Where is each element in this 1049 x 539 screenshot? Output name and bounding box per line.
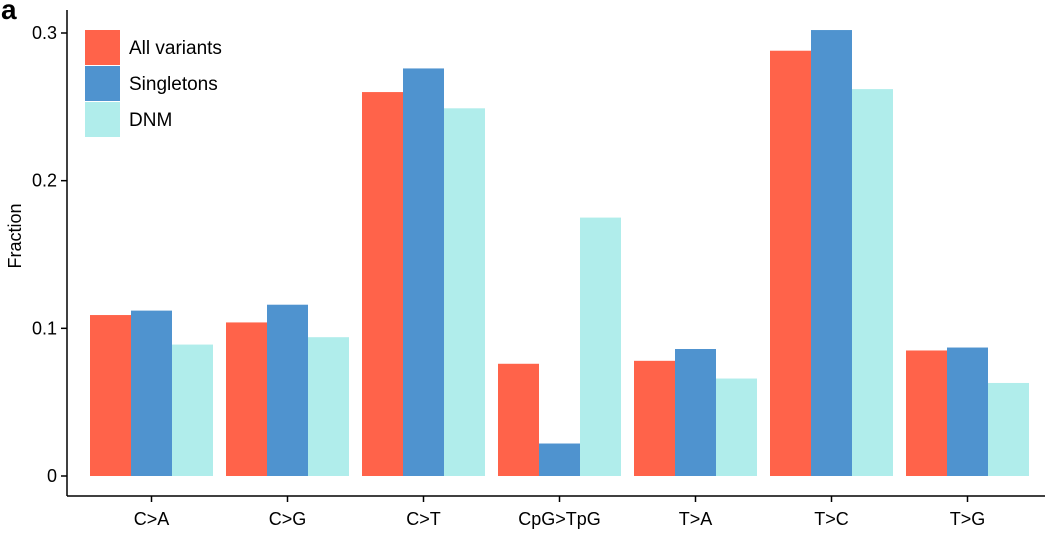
bar-all-variants-cpg-tpg bbox=[498, 363, 539, 476]
bar-singletons-c-t bbox=[403, 68, 444, 476]
bar-all-variants-c-g bbox=[226, 322, 267, 476]
legend-swatch bbox=[85, 66, 120, 101]
bar-singletons-c-a bbox=[131, 310, 172, 476]
bar-dnm-c-a bbox=[172, 344, 213, 476]
bar-all-variants-t-g bbox=[906, 350, 947, 476]
bar-dnm-c-g bbox=[308, 337, 349, 476]
bar-dnm-t-g bbox=[988, 382, 1029, 476]
x-tick-label: T>G bbox=[950, 509, 986, 529]
legend-swatch bbox=[85, 102, 120, 137]
bar-dnm-cpg-tpg bbox=[580, 217, 621, 477]
x-tick-label: C>T bbox=[406, 509, 441, 529]
y-axis-label: Fraction bbox=[5, 203, 25, 268]
bar-dnm-t-a bbox=[716, 378, 757, 476]
y-tick-label: 0 bbox=[47, 466, 57, 486]
x-tick-label: C>G bbox=[269, 509, 307, 529]
bar-singletons-t-a bbox=[675, 349, 716, 476]
y-tick-label: 0.1 bbox=[32, 318, 57, 338]
bar-singletons-c-g bbox=[267, 304, 308, 476]
x-tick-label: T>A bbox=[679, 509, 713, 529]
bar-dnm-c-t bbox=[444, 108, 485, 476]
legend-swatch bbox=[85, 30, 120, 65]
x-tick-label: C>A bbox=[134, 509, 170, 529]
bar-singletons-cpg-tpg bbox=[539, 443, 580, 476]
bar-all-variants-t-a bbox=[634, 360, 675, 476]
bar-all-variants-c-a bbox=[90, 315, 131, 476]
bars-layer bbox=[90, 30, 1029, 477]
legend: All variants Singletons DNM bbox=[85, 30, 222, 137]
x-tick-label: CpG>TpG bbox=[518, 509, 601, 529]
x-tick-label: T>C bbox=[814, 509, 849, 529]
y-tick-label: 0.3 bbox=[32, 23, 57, 43]
legend-label: DNM bbox=[129, 110, 172, 131]
legend-label: Singletons bbox=[129, 74, 218, 95]
legend-label: All variants bbox=[129, 38, 222, 59]
axes-layer: 0 0.1 0.2 0.3 C>A C>G C>T CpG>TpG T>A T>C T>G bbox=[32, 10, 1045, 529]
bar-singletons-t-c bbox=[811, 30, 852, 477]
bar-singletons-t-g bbox=[947, 347, 988, 476]
bar-all-variants-t-c bbox=[770, 50, 811, 476]
y-tick-label: 0.2 bbox=[32, 171, 57, 191]
bar-dnm-t-c bbox=[852, 89, 893, 476]
panel-label: a bbox=[1, 0, 17, 25]
bar-all-variants-c-t bbox=[362, 92, 403, 477]
